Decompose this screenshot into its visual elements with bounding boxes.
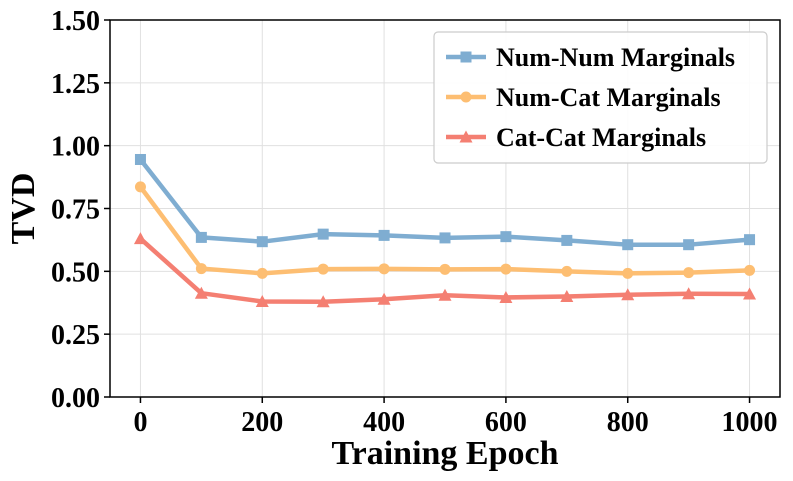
data-point-num-cat-marginals xyxy=(195,263,207,275)
legend-box xyxy=(433,31,768,164)
legend-swatch-marker xyxy=(460,91,472,103)
data-point-num-num-marginals xyxy=(195,231,207,243)
data-point-num-cat-marginals xyxy=(683,267,695,279)
legend-item-num-num-marginals: Num-Num Marginals xyxy=(446,43,735,72)
x-tick-label: 200 xyxy=(241,407,283,438)
data-point-num-num-marginals xyxy=(439,232,451,244)
data-point-num-cat-marginals xyxy=(378,263,390,275)
series-group xyxy=(133,153,757,308)
data-point-num-num-marginals xyxy=(134,153,146,165)
y-tick-label: 1.50 xyxy=(51,6,100,37)
x-tick-label: 600 xyxy=(485,407,527,438)
y-tick-label: 0.50 xyxy=(51,257,100,288)
x-tick-label: 1000 xyxy=(722,407,778,438)
data-point-num-cat-marginals xyxy=(256,267,268,279)
x-tick-label: 400 xyxy=(363,407,405,438)
data-point-num-cat-marginals xyxy=(134,181,146,193)
legend-swatch-marker xyxy=(460,51,472,63)
legend-label: Num-Cat Marginals xyxy=(496,83,721,112)
data-point-cat-cat-marginals xyxy=(377,292,391,305)
data-point-num-num-marginals xyxy=(744,234,756,246)
y-tick-label: 0.25 xyxy=(51,320,100,351)
x-tick-label: 0 xyxy=(133,407,147,438)
y-axis-ticks: 0.00 0.25 0.50 0.75 1.00 1.25 1.50 xyxy=(51,6,110,414)
y-tick-label: 0.00 xyxy=(51,383,100,414)
series-num-cat-marginals xyxy=(134,181,756,279)
data-point-cat-cat-marginals xyxy=(255,294,269,307)
data-point-cat-cat-marginals xyxy=(682,287,696,300)
x-tick-label: 800 xyxy=(607,407,649,438)
data-point-num-cat-marginals xyxy=(561,265,573,277)
legend: Num-Num Marginals Num-Cat Marginals Cat-Ca… xyxy=(433,31,768,164)
y-axis-title: TVD xyxy=(5,173,42,245)
data-point-num-cat-marginals xyxy=(622,267,634,279)
data-point-num-num-marginals xyxy=(622,239,634,251)
data-point-cat-cat-marginals xyxy=(316,295,330,308)
data-point-num-num-marginals xyxy=(317,228,329,240)
y-tick-label: 1.00 xyxy=(51,132,100,163)
legend-item-cat-cat-marginals: Cat-Cat Marginals xyxy=(446,123,706,152)
legend-label: Cat-Cat Marginals xyxy=(496,123,706,152)
data-point-num-cat-marginals xyxy=(317,263,329,275)
series-num-num-marginals xyxy=(134,153,756,251)
data-point-cat-cat-marginals xyxy=(194,286,208,299)
data-point-num-cat-marginals xyxy=(500,263,512,275)
data-point-num-num-marginals xyxy=(500,231,512,243)
data-point-cat-cat-marginals xyxy=(743,287,757,300)
data-point-num-cat-marginals xyxy=(439,263,451,275)
series-line-num-num-marginals xyxy=(138,158,750,247)
data-point-cat-cat-marginals xyxy=(499,290,513,303)
x-axis-ticks: 0 200 400 600 800 1000 xyxy=(133,397,778,438)
legend-swatch-marker xyxy=(459,130,473,143)
y-tick-label: 0.75 xyxy=(51,195,100,226)
series-cat-cat-marginals xyxy=(133,232,757,308)
data-point-num-num-marginals xyxy=(256,236,268,248)
legend-item-num-cat-marginals: Num-Cat Marginals xyxy=(446,83,721,112)
data-point-cat-cat-marginals xyxy=(133,232,147,245)
x-axis-title: Training Epoch xyxy=(331,435,558,472)
data-point-num-num-marginals xyxy=(683,239,695,251)
data-point-num-num-marginals xyxy=(378,229,390,241)
data-point-num-num-marginals xyxy=(561,234,573,246)
data-point-cat-cat-marginals xyxy=(621,288,635,301)
legend-label: Num-Num Marginals xyxy=(496,43,735,72)
data-point-cat-cat-marginals xyxy=(438,288,452,301)
y-tick-label: 1.25 xyxy=(51,69,100,100)
data-point-cat-cat-marginals xyxy=(560,289,574,302)
series-line-num-cat-marginals xyxy=(138,185,750,276)
data-point-num-cat-marginals xyxy=(744,264,756,276)
